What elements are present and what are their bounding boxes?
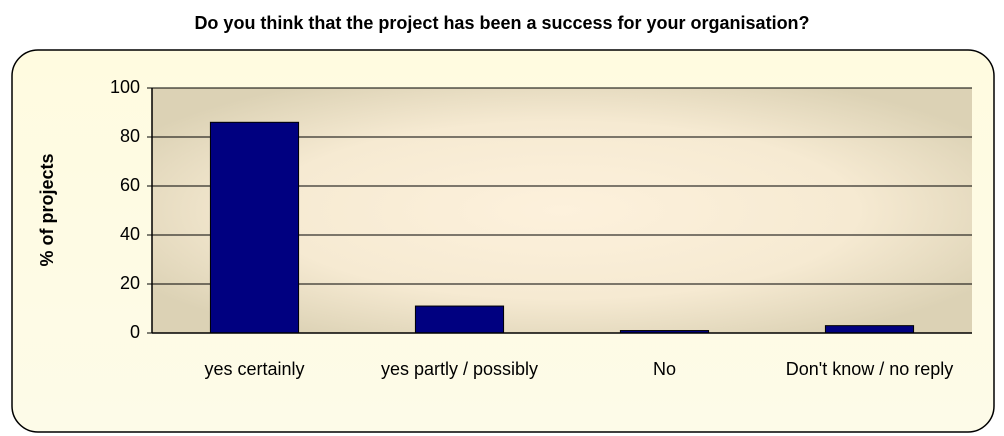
- x-tick-label: yes certainly: [204, 359, 305, 379]
- y-tick-label: 80: [120, 126, 140, 146]
- x-tick-label: No: [652, 359, 676, 379]
- bar: [824, 325, 915, 334]
- chart-title: Do you think that the project has been a…: [194, 13, 809, 33]
- y-tick-label: 60: [120, 175, 140, 195]
- y-tick-label: 100: [110, 77, 140, 97]
- y-tick-label: 0: [130, 322, 140, 342]
- bar: [414, 305, 505, 334]
- y-tick-label: 20: [120, 273, 140, 293]
- bar: [209, 121, 300, 334]
- x-tick-label: Don't know / no reply: [785, 359, 954, 379]
- y-tick-label: 40: [120, 224, 140, 244]
- y-axis-label: % of projects: [37, 153, 57, 266]
- x-tick-label: yes partly / possibly: [380, 359, 539, 379]
